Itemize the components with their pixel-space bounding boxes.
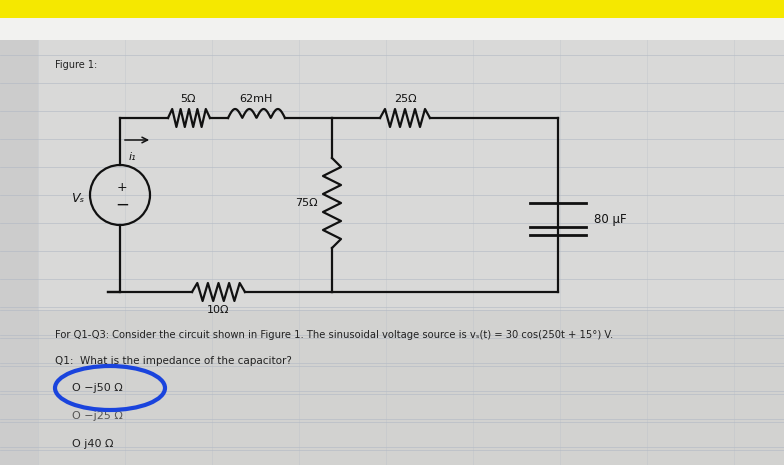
Text: Vₛ: Vₛ [71, 192, 85, 205]
Bar [38, 310, 784, 465]
Text: 25Ω: 25Ω [394, 94, 416, 104]
Text: For Q1-Q3: Consider the circuit shown in Figure 1. The sinusoidal voltage source: For Q1-Q3: Consider the circuit shown in… [55, 330, 613, 340]
Text: Q1:  What is the impedance of the capacitor?: Q1: What is the impedance of the capacit… [55, 356, 292, 366]
Text: 5Ω: 5Ω [180, 94, 196, 104]
Text: O −j50 Ω: O −j50 Ω [72, 383, 123, 393]
Text: O −j25 Ω: O −j25 Ω [72, 411, 123, 421]
Text: i₁: i₁ [129, 152, 136, 162]
Text: O j40 Ω: O j40 Ω [72, 439, 114, 449]
Bar [0, 0, 784, 18]
Text: 80 μF: 80 μF [594, 213, 626, 226]
Text: 75Ω: 75Ω [296, 198, 318, 208]
Text: Figure 1:: Figure 1: [55, 60, 97, 70]
Text: −: − [115, 196, 129, 214]
Text: +: + [117, 180, 127, 193]
Bar [0, 18, 784, 40]
Text: 10Ω: 10Ω [207, 305, 229, 315]
Text: 62mH: 62mH [239, 94, 273, 104]
